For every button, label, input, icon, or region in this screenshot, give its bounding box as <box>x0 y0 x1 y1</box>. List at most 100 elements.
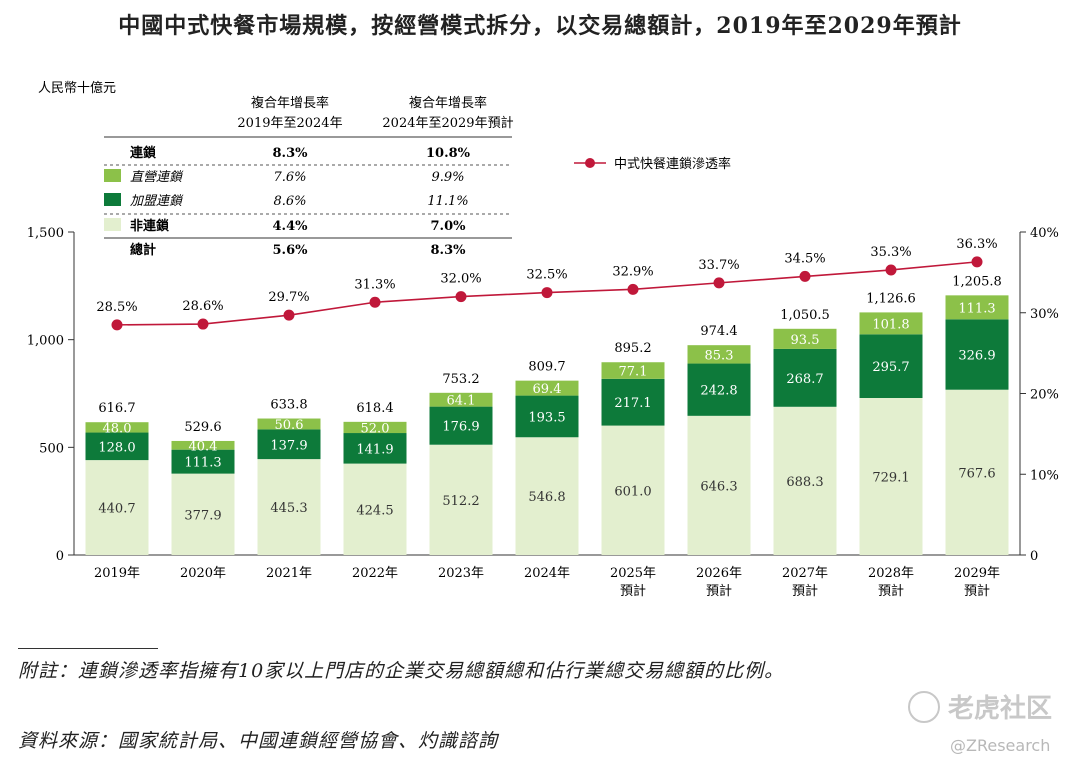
bar-value-label: 295.7 <box>872 360 909 375</box>
cagr-row-label: 加盟連鎖 <box>130 194 184 209</box>
bar-total-label: 529.6 <box>184 420 221 435</box>
cagr-header: 2019年至2024年 <box>237 116 342 131</box>
cagr-value: 4.4% <box>273 219 309 234</box>
bar-value-label: 50.6 <box>275 418 304 433</box>
penetration-point <box>627 283 639 295</box>
cagr-value: 5.6% <box>273 243 309 258</box>
bar-value-label: 512.2 <box>442 494 479 509</box>
bar-segment <box>429 406 493 445</box>
bar-total-label: 616.7 <box>98 401 135 416</box>
chart-svg: 0 500 1,000 1,500 0 10% 20% 30% 40% 人民幣十億元 440.7 12… <box>27 80 1059 599</box>
bar-segment <box>343 463 407 555</box>
bar-total-label: 1,205.8 <box>952 274 1002 289</box>
bar-value-label: 424.5 <box>356 503 393 518</box>
x-tick-label: 2025年 <box>610 566 656 581</box>
y-axis-unit-label: 人民幣十億元 <box>38 80 116 96</box>
x-tick-label: 2024年 <box>524 566 570 581</box>
watermark-text: 老虎社区 <box>948 694 1053 724</box>
cagr-value: 9.9% <box>431 170 464 185</box>
y-right-tick-label: 10% <box>1030 468 1059 483</box>
x-tick-label: 預計 <box>792 583 818 599</box>
y-left-tick-label: 500 <box>39 441 64 456</box>
bar-segment <box>687 415 751 555</box>
bar-value-label: 217.1 <box>614 396 651 411</box>
watermark-logo-icon <box>908 690 940 723</box>
penetration-point <box>885 264 897 276</box>
bar-value-label: 326.9 <box>958 349 995 364</box>
bar-value-label: 101.8 <box>872 317 909 332</box>
penetration-label: 28.5% <box>96 300 137 315</box>
bar-value-label: 601.0 <box>614 484 651 499</box>
bar-segment <box>171 440 235 450</box>
bar-value-label: 646.3 <box>700 479 737 494</box>
x-tick-label: 2022年 <box>352 566 398 581</box>
footnote-rule <box>18 648 158 649</box>
legend-swatch <box>104 193 121 206</box>
y-left-tick-label: 1,000 <box>27 334 64 349</box>
footnote: 附註：連鎖滲透率指擁有10家以上門店的企業交易總額總和佔行業總交易總額的比例。 <box>18 660 785 682</box>
x-tick-label: 2023年 <box>438 566 484 581</box>
bar-segment <box>257 429 321 460</box>
x-tick-label: 2026年 <box>696 566 742 581</box>
bar-segment <box>171 449 235 474</box>
penetration-label: 36.3% <box>956 237 997 252</box>
bar-segment <box>687 363 751 416</box>
bar-value-label: 93.5 <box>791 333 820 348</box>
bar-value-label: 268.7 <box>786 372 823 387</box>
penetration-point <box>971 256 983 268</box>
cagr-header: 2024年至2029年預計 <box>382 115 513 131</box>
bar-value-label: 767.6 <box>958 466 995 481</box>
bar-segment <box>171 473 235 555</box>
bar-segment <box>515 437 579 555</box>
penetration-label: 28.6% <box>182 299 223 314</box>
penetration-label: 33.7% <box>698 258 739 273</box>
penetration-label: 35.3% <box>870 245 911 260</box>
x-tick-label: 2021年 <box>266 566 312 581</box>
y-right-tick-label: 20% <box>1030 388 1059 403</box>
cagr-row-label: 直營連鎖 <box>130 170 184 185</box>
bar-segment <box>85 422 149 433</box>
bar-value-label: 141.9 <box>356 442 393 457</box>
bar-total-label: 753.2 <box>442 372 479 387</box>
y-left-tick-label: 0 <box>56 549 64 564</box>
source-note: 資料來源：國家統計局、中國連鎖經營協會、灼識諮詢 <box>18 730 499 752</box>
cagr-value: 8.6% <box>273 194 306 209</box>
cagr-value: 7.0% <box>431 219 467 234</box>
y-right-tick-label: 30% <box>1030 307 1059 322</box>
bar-segment <box>773 348 837 407</box>
cagr-row-label: 總計 <box>130 242 156 258</box>
bar-total-label: 1,126.6 <box>866 291 916 306</box>
cagr-value: 8.3% <box>273 146 309 161</box>
watermark-handle: @ZResearch <box>950 736 1051 755</box>
bar-segment <box>429 392 493 407</box>
bar-value-label: 40.4 <box>189 439 218 454</box>
bar-value-label: 546.8 <box>528 490 565 505</box>
x-tick-label: 2029年 <box>954 566 1000 581</box>
cagr-value: 11.1% <box>427 194 468 209</box>
bar-value-label: 77.1 <box>619 365 648 380</box>
y-left-tick-label: 1,500 <box>27 226 64 241</box>
bar-value-label: 440.7 <box>98 502 135 517</box>
penetration-point <box>541 287 553 299</box>
cagr-row-label: 連鎖 <box>130 145 157 161</box>
penetration-label: 32.9% <box>612 264 653 279</box>
penetration-point <box>111 319 123 331</box>
legend-swatch <box>104 218 121 231</box>
bar-value-label: 64.1 <box>447 394 476 409</box>
line-legend-label: 中式快餐連鎖滲透率 <box>614 156 731 172</box>
bar-value-label: 193.5 <box>528 410 565 425</box>
x-tick-label: 預計 <box>620 583 646 599</box>
bar-segment <box>687 345 751 364</box>
bar-segment <box>85 432 149 461</box>
penetration-label: 31.3% <box>354 277 395 292</box>
penetration-point <box>197 318 209 330</box>
penetration-point <box>455 291 467 303</box>
bar-total-label: 809.7 <box>528 360 565 375</box>
bar-total-label: 895.2 <box>614 341 651 356</box>
x-tick-label: 預計 <box>878 583 904 599</box>
cagr-value: 8.3% <box>431 243 467 258</box>
bar-segment <box>945 295 1009 320</box>
bar-value-label: 85.3 <box>705 348 734 363</box>
penetration-label: 29.7% <box>268 290 309 305</box>
line-legend-marker <box>585 158 595 168</box>
